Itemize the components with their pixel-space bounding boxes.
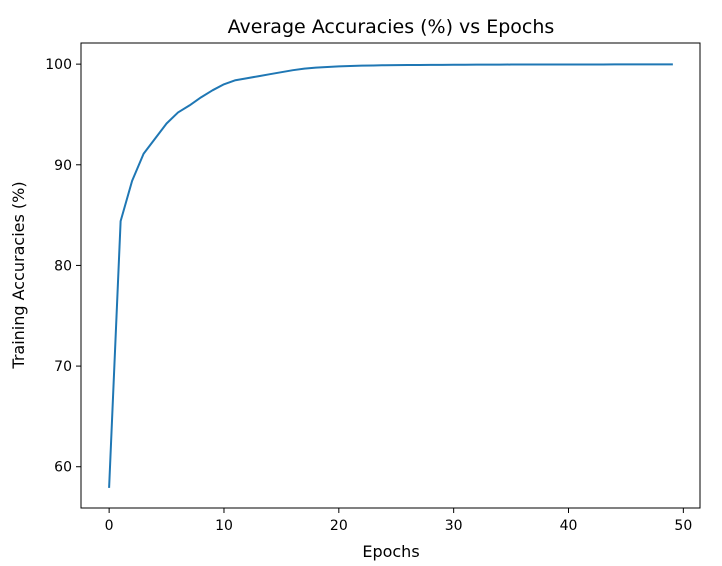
y-axis-ticks: 60 70 80 90 100 <box>45 57 81 476</box>
series-line-0 <box>108 63 673 488</box>
x-tick-label: 10 <box>215 518 233 534</box>
x-tick-label: 50 <box>674 518 692 534</box>
x-tick-label: 0 <box>105 518 114 534</box>
y-tick-label: 80 <box>54 258 72 274</box>
y-tick-label: 70 <box>54 359 72 375</box>
x-tick-label: 40 <box>560 518 578 534</box>
x-tick-label: 20 <box>330 518 348 534</box>
chart-title: Average Accuracies (%) vs Epochs <box>228 16 555 38</box>
y-axis-label: Training Accuracies (%) <box>9 181 28 369</box>
y-tick-label: 90 <box>54 158 72 174</box>
plot-area <box>108 63 673 488</box>
x-tick-label: 30 <box>445 518 463 534</box>
axes-frame <box>80 42 701 509</box>
y-tick-label: 100 <box>45 57 72 73</box>
x-axis-ticks: 0 10 20 30 40 50 <box>105 508 692 534</box>
x-axis-label: Epochs <box>362 542 419 561</box>
y-tick-label: 60 <box>54 460 72 476</box>
